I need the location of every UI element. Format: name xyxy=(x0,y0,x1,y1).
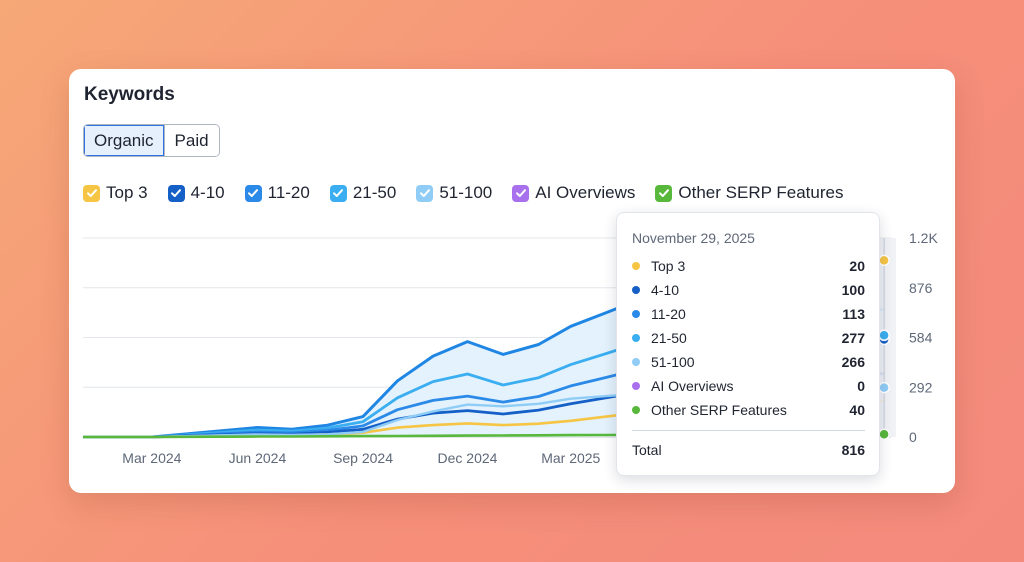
series-dot-icon xyxy=(632,286,640,294)
legend-item-label: 4-10 xyxy=(190,183,225,202)
tooltip-row: AI Overviews 0 xyxy=(632,374,865,398)
checkbox-check-icon[interactable] xyxy=(244,184,262,202)
series-dot-icon xyxy=(632,358,640,366)
legend-item-top-3[interactable]: Top 3 xyxy=(83,183,148,203)
legend-item-label: 51-100 xyxy=(439,183,493,202)
legend-item-51-100[interactable]: 51-100 xyxy=(416,183,492,203)
tooltip-row: Top 3 20 xyxy=(632,254,865,278)
chart-legend: Top 3 4-10 11-20 21-50 51-100 AI Overviews Oth… xyxy=(83,183,863,203)
y-tick-label: 0 xyxy=(909,429,917,445)
tooltip-row-value: 277 xyxy=(841,330,865,346)
checkbox-check-icon[interactable] xyxy=(83,184,100,202)
tooltip-row-value: 0 xyxy=(857,378,865,394)
checkbox-check-icon[interactable] xyxy=(167,184,185,202)
series-dot-icon xyxy=(632,334,640,342)
marker-21-50 xyxy=(878,329,890,342)
tooltip-row: 4-10 100 xyxy=(632,278,865,302)
checkbox-check-icon[interactable] xyxy=(416,184,434,202)
checkbox-check-icon[interactable] xyxy=(329,184,347,202)
card-title: Keywords xyxy=(84,84,175,105)
legend-item-label: Top 3 xyxy=(106,183,148,202)
legend-item-label: AI Overviews xyxy=(535,183,636,202)
paid-tab[interactable]: Paid xyxy=(163,125,219,156)
series-dot-icon xyxy=(632,262,640,270)
organic-paid-toggle: Organic Paid xyxy=(83,124,220,157)
tooltip-row-label: 51-100 xyxy=(651,354,695,370)
y-tick-label: 292 xyxy=(909,379,933,395)
tooltip-row-value: 40 xyxy=(849,402,865,418)
y-tick-label: 876 xyxy=(909,280,933,296)
checkbox-check-icon[interactable] xyxy=(655,184,673,202)
series-dot-icon xyxy=(632,406,640,414)
tooltip-total-row: Total 816 xyxy=(632,438,865,462)
series-dot-icon xyxy=(632,310,640,318)
legend-item-11-20[interactable]: 11-20 xyxy=(244,183,310,203)
tooltip-row-value: 266 xyxy=(841,354,865,370)
x-tick-label: Jun 2024 xyxy=(229,450,287,466)
marker-top-3 xyxy=(878,254,890,267)
y-tick-label: 584 xyxy=(909,330,933,346)
chart-tooltip: November 29, 2025 Top 3 20 4-10 100 11-20 113… xyxy=(616,212,880,476)
organic-tab[interactable]: Organic xyxy=(84,125,164,156)
tooltip-row-label: 21-50 xyxy=(651,330,687,346)
marker-51-100 xyxy=(878,381,890,394)
checkbox-check-icon[interactable] xyxy=(512,184,530,202)
legend-item-ai-overviews[interactable]: AI Overviews xyxy=(512,183,635,203)
x-tick-label: Dec 2024 xyxy=(438,450,498,466)
tooltip-row-value: 113 xyxy=(842,306,865,322)
tooltip-row: 21-50 277 xyxy=(632,326,865,350)
tooltip-row-value: 100 xyxy=(841,282,865,298)
x-tick-label: Sep 2024 xyxy=(333,450,393,466)
keywords-card: Keywords Organic Paid Top 3 4-10 11-20 21-5… xyxy=(69,69,955,493)
y-tick-label: 1.2K xyxy=(909,230,938,246)
legend-item-4-10[interactable]: 4-10 xyxy=(167,183,225,203)
tooltip-row-label: 4-10 xyxy=(651,282,680,298)
series-dot-icon xyxy=(632,382,640,390)
marker-other-serp-features xyxy=(878,428,890,441)
tooltip-row: 11-20 113 xyxy=(632,302,865,326)
tooltip-row-label: AI Overviews xyxy=(651,378,734,394)
legend-item-21-50[interactable]: 21-50 xyxy=(329,183,397,203)
tooltip-row: Other SERP Features 40 xyxy=(632,398,865,422)
tooltip-row: 51-100 266 xyxy=(632,350,865,374)
x-tick-label: Mar 2025 xyxy=(541,450,600,466)
legend-item-label: 11-20 xyxy=(267,183,310,202)
tooltip-row-value: 20 xyxy=(849,258,865,274)
tooltip-row-label: Other SERP Features xyxy=(651,402,787,418)
tooltip-total-label: Total xyxy=(632,442,662,458)
tooltip-divider xyxy=(632,430,865,431)
legend-item-other-serp-features[interactable]: Other SERP Features xyxy=(655,183,843,203)
tooltip-row-label: 11-20 xyxy=(651,306,686,322)
legend-item-label: 21-50 xyxy=(352,183,397,202)
legend-item-label: Other SERP Features xyxy=(678,183,844,202)
tooltip-row-label: Top 3 xyxy=(651,258,686,274)
tooltip-total-value: 816 xyxy=(841,442,865,458)
x-tick-label: Mar 2024 xyxy=(122,450,181,466)
tooltip-date: November 29, 2025 xyxy=(632,230,755,246)
